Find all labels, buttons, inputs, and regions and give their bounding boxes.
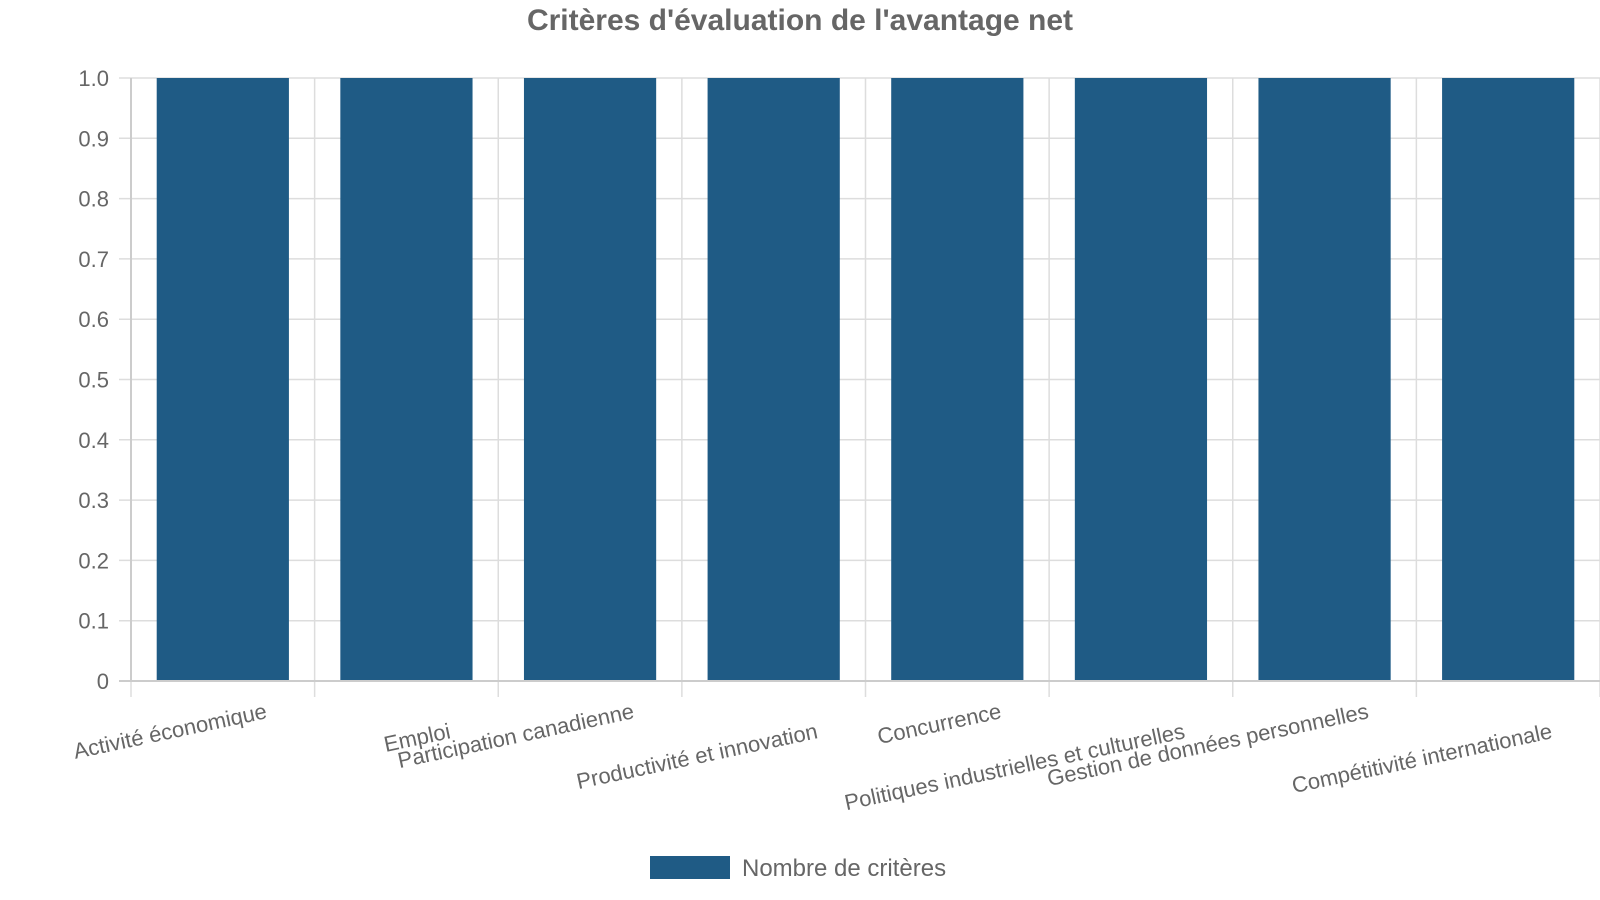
y-tick-label: 0.2	[78, 548, 109, 573]
y-tick-label: 0.7	[78, 247, 109, 272]
y-tick-label: 0	[97, 669, 109, 694]
y-tick-label: 0.5	[78, 368, 109, 393]
x-category-label: Activité économique	[71, 698, 269, 763]
bar-5[interactable]	[1074, 78, 1208, 681]
legend-swatch	[650, 856, 730, 879]
axes	[119, 78, 1600, 682]
bar-6[interactable]	[1258, 78, 1391, 681]
bar-2[interactable]	[523, 78, 657, 681]
y-axis-ticks: 0 0.1 0.2 0.3 0.4 0.5 0.6 0.7 0.8 0.9 1.0	[78, 66, 109, 694]
y-tick-label: 0.6	[78, 307, 109, 332]
bars	[156, 78, 1575, 681]
y-tick-label: 0.8	[78, 187, 109, 212]
legend-label: Nombre de critères	[742, 855, 946, 882]
y-tick-label: 0.9	[78, 126, 109, 151]
chart-title: Critères d'évaluation de l'avantage net	[527, 4, 1073, 37]
x-category-label: Concurrence	[875, 698, 1003, 749]
y-tick-label: 0.4	[78, 428, 109, 453]
x-category-label: Productivité et innovation	[574, 718, 820, 794]
bar-3[interactable]	[707, 78, 840, 681]
y-tick-label: 1.0	[78, 66, 109, 91]
y-tick-label: 0.1	[78, 609, 109, 634]
bar-4[interactable]	[891, 78, 1024, 681]
legend[interactable]: Nombre de critères	[650, 855, 946, 882]
bar-7[interactable]	[1442, 78, 1575, 681]
y-tick-label: 0.3	[78, 488, 109, 513]
bar-0[interactable]	[156, 78, 289, 681]
bar-1[interactable]	[340, 78, 473, 681]
